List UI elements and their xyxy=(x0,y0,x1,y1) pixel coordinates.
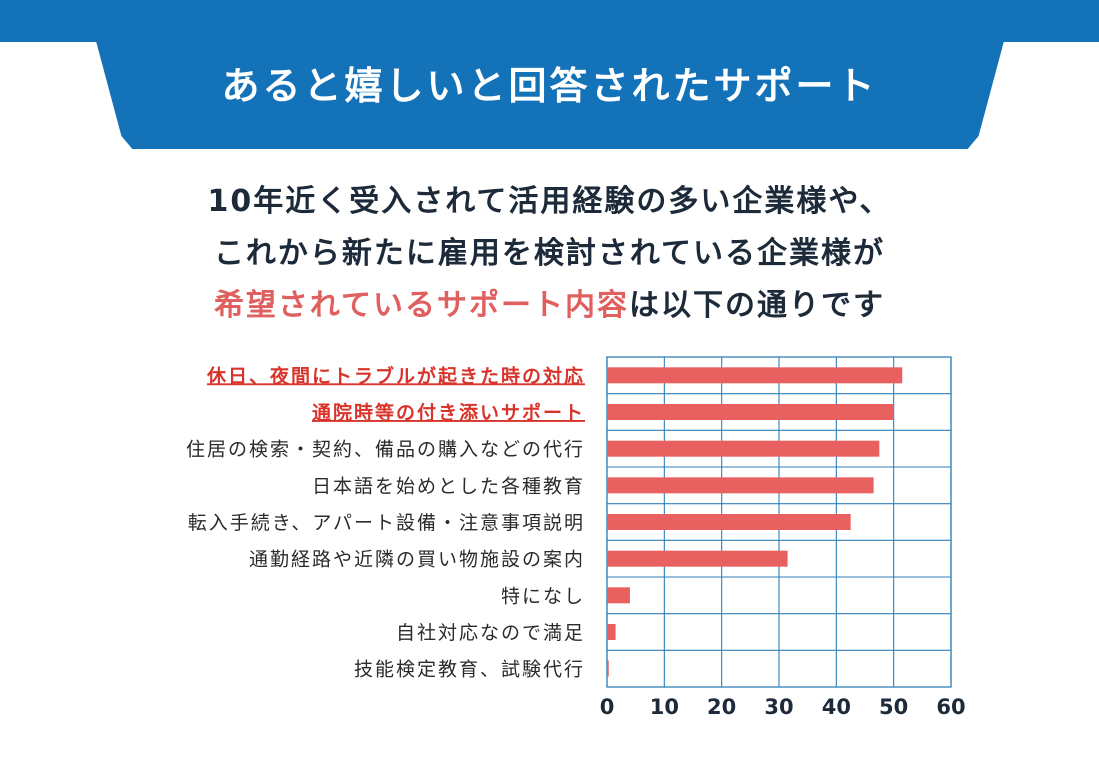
bar xyxy=(607,367,903,384)
category-label: 日本語を始めとした各種教育 xyxy=(312,475,585,497)
intro-line-2: これから新たに雇用を検討されている企業様が xyxy=(213,236,886,271)
bar xyxy=(607,404,894,420)
bar xyxy=(607,660,609,677)
bar xyxy=(607,514,851,530)
category-label: 特になし xyxy=(501,585,585,607)
bar xyxy=(607,550,788,567)
title-banner xyxy=(96,41,1004,149)
x-tick-label: 20 xyxy=(707,695,736,719)
category-label: 技能検定教育、試験代行 xyxy=(354,659,585,681)
bar xyxy=(607,477,874,494)
category-label: 転入手続き、アパート設備・注意事項説明 xyxy=(188,512,585,534)
category-label: 自社対応なので満足 xyxy=(396,622,585,644)
x-tick-label: 10 xyxy=(650,695,679,719)
bar xyxy=(607,587,630,604)
intro-line-3-rest: は以下の通りです xyxy=(629,288,886,323)
x-tick-label: 40 xyxy=(822,695,851,719)
category-label: 通院時等の付き添いサポート xyxy=(312,401,585,424)
category-label: 住居の検索・契約、備品の購入などの代行 xyxy=(186,439,585,461)
x-tick-label: 30 xyxy=(764,695,793,719)
intro-highlight: 希望されているサポート内容 xyxy=(213,288,630,323)
bar xyxy=(607,624,616,640)
category-label: 通勤経路や近隣の買い物施設の案内 xyxy=(249,549,585,571)
intro-line-1: 10年近く受入されて活用経験の多い企業様や、 xyxy=(207,184,892,219)
x-tick-label: 50 xyxy=(879,695,908,719)
page-title: あると嬉しいと回答されたサポート xyxy=(221,64,878,108)
intro-text: 10年近く受入されて活用経験の多い企業様や、 これから新たに雇用を検討されている… xyxy=(0,176,1099,332)
category-label: 休日、夜間にトラブルが起きた時の対応 xyxy=(206,364,585,387)
x-tick-label: 60 xyxy=(936,695,965,719)
x-tick-label: 0 xyxy=(600,695,615,719)
top-bar xyxy=(0,0,1099,42)
bar xyxy=(607,440,880,457)
intro-line-3: 希望されているサポート内容は以下の通りです xyxy=(0,280,1099,332)
support-bar-chart: 休日、夜間にトラブルが起きた時の対応通院時等の付き添いサポート住居の検索・契約、… xyxy=(186,356,966,719)
